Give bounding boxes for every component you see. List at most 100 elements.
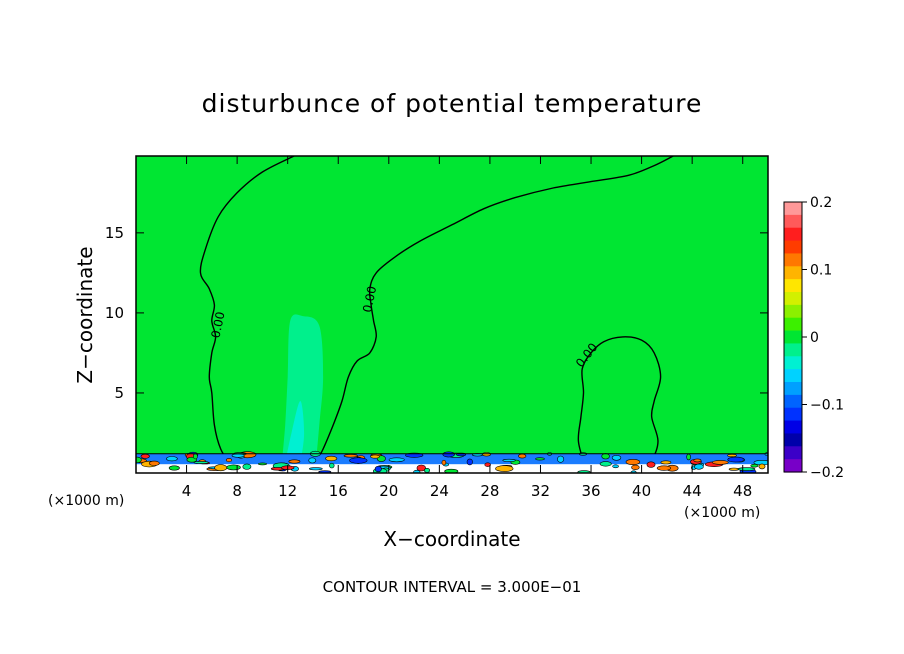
surface-cell (193, 461, 209, 464)
surface-cell (656, 465, 672, 471)
surface-cell (599, 461, 612, 467)
surface-cell (631, 464, 640, 471)
colorbar-labels: 0.2 0.1 0 −0.1 −0.2 (802, 195, 844, 481)
surface-cell (441, 459, 447, 466)
x-axis-label: X−coordinate (383, 527, 520, 551)
colorbar-label: 0 (810, 330, 819, 346)
surface-cell (231, 453, 245, 458)
x-tick-label: 48 (733, 482, 752, 500)
surface-cell (226, 464, 241, 471)
surface-cell (166, 456, 178, 462)
y-tick-label: 5 (114, 384, 124, 402)
x-tick-label: 44 (683, 482, 702, 500)
colorbar-swatch (784, 343, 802, 357)
x-tick-label: 4 (182, 482, 192, 500)
surface-cell (308, 457, 317, 464)
surface-cell (388, 457, 405, 463)
surface-cell (349, 457, 368, 464)
surface-cell (214, 464, 228, 472)
plot-frame (135, 155, 769, 474)
surface-cell (416, 464, 426, 472)
colorbar-swatch (784, 266, 802, 280)
x-axis-ticks: 4 8 12 16 20 24 28 32 36 40 44 48 (182, 156, 752, 500)
x-tick-label: 36 (581, 482, 600, 500)
surface-cell (557, 455, 565, 463)
colorbar-swatch (784, 459, 802, 473)
surface-cell (168, 465, 180, 471)
surface-cell (242, 463, 252, 470)
colorbar-swatch (784, 420, 802, 435)
contour-label: 0.00 (360, 285, 379, 314)
surface-cell (329, 462, 335, 469)
colorbar-label: 0.2 (810, 195, 832, 211)
surface-cell (423, 467, 430, 473)
colorbar-label: 0.1 (810, 263, 832, 279)
surface-band-white (136, 464, 768, 473)
surface-cell (466, 458, 473, 466)
surface-cell (693, 458, 702, 463)
colorbar-swatch (784, 304, 802, 319)
surface-cell (502, 458, 516, 462)
surface-cell (727, 453, 737, 457)
surface-cell (192, 453, 198, 460)
colorbar (783, 201, 803, 473)
plot-background (136, 156, 768, 473)
x-tick-label: 24 (430, 482, 449, 500)
x-tick-label: 16 (329, 482, 348, 500)
colorbar-swatch (784, 214, 802, 229)
chart-title: disturbunce of potential temperature (202, 89, 703, 118)
x-tick-label: 32 (531, 482, 550, 500)
plot-area (136, 156, 768, 473)
surface-cell (484, 462, 491, 467)
cold-core-region (285, 401, 305, 464)
surface-cell (148, 460, 160, 466)
colorbar-swatch (784, 356, 802, 370)
colorbar-swatch (784, 369, 802, 383)
surface-cell (225, 458, 233, 463)
contour-label: 0.00 (208, 310, 227, 339)
colorbar-swatch (784, 279, 802, 293)
x-unit-label-right: (×1000 m) (684, 505, 760, 521)
surface-cell (737, 467, 756, 471)
colorbar-swatch (784, 253, 802, 267)
colorbar-swatch (784, 394, 802, 409)
colorbar-swatch (784, 446, 802, 460)
surface-cell (660, 460, 672, 465)
colorbar-swatch (784, 292, 802, 306)
colorbar-label: −0.2 (810, 465, 844, 481)
y-axis-label: Z−coordinate (73, 246, 97, 383)
surface-cell (535, 457, 545, 461)
x-unit-label-left: (×1000 m) (48, 493, 124, 509)
colorbar-swatch (784, 227, 802, 242)
surface-cell (444, 468, 459, 473)
surface-layer (136, 450, 768, 473)
y-tick-label: 15 (105, 224, 124, 242)
x-tick-label: 8 (232, 482, 242, 500)
surface-cell (612, 464, 619, 469)
colorbar-swatch (784, 240, 802, 255)
colorbar-swatch (784, 317, 802, 332)
x-tick-label: 12 (278, 482, 297, 500)
surface-cell (140, 453, 150, 459)
colorbar-swatch (784, 330, 802, 345)
zero-contours (199, 156, 674, 469)
y-axis-ticks: 5 10 15 (105, 224, 768, 402)
surface-cell (750, 463, 759, 468)
contour-interval-footer: CONTOUR INTERVAL = 3.000E−01 (323, 578, 582, 596)
x-tick-label: 28 (480, 482, 499, 500)
x-tick-label: 20 (379, 482, 398, 500)
surface-cell (481, 452, 492, 457)
surface-cell (257, 462, 267, 466)
surface-cell (727, 456, 745, 463)
surface-cell (625, 458, 641, 465)
colorbar-swatch (784, 382, 802, 396)
surface-cell (308, 467, 323, 471)
surface-cell (325, 455, 338, 462)
contour-line-central-plume (312, 156, 674, 469)
surface-cell (343, 454, 358, 458)
surface-cell (136, 456, 142, 463)
contour-line-right-bump (577, 336, 662, 468)
surface-cell (370, 454, 380, 459)
colorbar-swatch (784, 433, 802, 447)
